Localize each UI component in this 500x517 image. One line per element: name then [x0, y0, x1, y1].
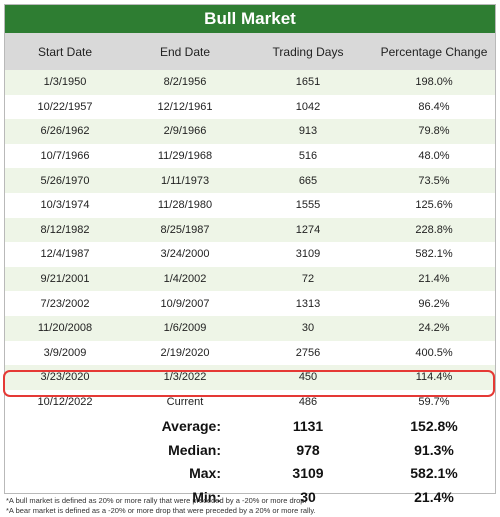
cell-percentage-change: 73.5% — [418, 174, 450, 187]
cell-trading-days: 665 — [298, 174, 318, 187]
cell-trading-days: 486 — [298, 396, 318, 409]
cell-trading-days: 1313 — [295, 297, 321, 310]
table-body: 1/3/1950 8/2/1956 1651 198.0% 10/22/1957… — [5, 70, 495, 415]
cell-start-date: 8/12/1982 — [40, 223, 90, 236]
cell-end-date: 10/9/2007 — [160, 297, 210, 310]
cell-percentage-change: 198.0% — [415, 76, 453, 89]
cell-trading-days: 1274 — [295, 223, 321, 236]
cell-start-date: 9/21/2001 — [40, 273, 90, 286]
summary-row-average: Average: 1131 152.8% — [5, 414, 495, 438]
summary-change: 91.3% — [414, 441, 454, 458]
cell-end-date: 8/2/1956 — [163, 76, 207, 89]
summary-label: Average: — [161, 418, 221, 435]
cell-percentage-change: 59.7% — [418, 396, 450, 409]
table-row: 6/26/1962 2/9/1966 913 79.8% — [5, 119, 495, 144]
cell-end-date: Current — [166, 396, 204, 409]
table-row-current: 10/12/2022 Current 486 59.7% — [5, 389, 495, 415]
cell-start-date: 11/20/2008 — [37, 322, 93, 335]
cell-end-date: 1/11/1973 — [160, 174, 210, 187]
header-trading-days: Trading Days — [272, 44, 344, 59]
cell-percentage-change: 24.2% — [418, 322, 450, 335]
table-row: 9/21/2001 1/4/2002 72 21.4% — [5, 266, 495, 292]
cell-start-date: 12/4/1987 — [40, 248, 90, 261]
cell-percentage-change: 79.8% — [418, 125, 450, 138]
cell-trading-days: 516 — [298, 150, 318, 163]
cell-start-date: 5/26/1970 — [40, 174, 90, 187]
summary-row-max: Max: 3109 582.1% — [5, 461, 495, 485]
cell-percentage-change: 48.0% — [418, 150, 450, 163]
table-row: 8/12/1982 8/25/1987 1274 228.8% — [5, 217, 495, 243]
cell-trading-days: 30 — [301, 322, 315, 335]
cell-trading-days: 3109 — [295, 248, 321, 261]
cell-trading-days: 1651 — [295, 76, 321, 89]
cell-percentage-change: 96.2% — [418, 297, 450, 310]
summary-days: 1131 — [292, 418, 324, 435]
table-row: 10/22/1957 12/12/1961 1042 86.4% — [5, 94, 495, 120]
cell-start-date: 10/3/1974 — [40, 199, 90, 212]
cell-end-date: 8/25/1987 — [160, 223, 210, 236]
cell-start-date: 1/3/1950 — [43, 76, 87, 89]
summary-days: 3109 — [292, 465, 324, 482]
cell-percentage-change: 114.4% — [415, 371, 453, 384]
cell-end-date: 2/9/1966 — [163, 125, 207, 138]
cell-trading-days: 1555 — [295, 199, 321, 212]
summary-label: Min: — [192, 488, 221, 505]
summary-block: Average: 1131 152.8% Median: 978 91.3% M… — [5, 414, 495, 508]
cell-end-date: 11/28/1980 — [157, 199, 213, 212]
cell-trading-days: 1042 — [295, 100, 321, 113]
summary-days: 30 — [300, 488, 316, 505]
cell-percentage-change: 228.8% — [415, 223, 453, 236]
table-row: 1/3/1950 8/2/1956 1651 198.0% — [5, 70, 495, 95]
header-percentage-change: Percentage Change — [380, 44, 488, 59]
table-row: 7/23/2002 10/9/2007 1313 96.2% — [5, 291, 495, 316]
cell-trading-days: 913 — [298, 125, 318, 138]
summary-label: Median: — [168, 441, 221, 458]
footnote-bull: *A bull market is defined as 20% or more… — [6, 496, 307, 505]
summary-change: 582.1% — [410, 465, 458, 482]
table-row: 11/20/2008 1/6/2009 30 24.2% — [5, 315, 495, 341]
bull-market-table: Bull Market Start Date End Date Trading … — [4, 4, 496, 505]
cell-start-date: 3/9/2009 — [43, 346, 87, 359]
cell-end-date: 1/6/2009 — [163, 322, 207, 335]
cell-end-date: 12/12/1961 — [157, 100, 213, 113]
table-header-row: Start Date End Date Trading Days Percent… — [5, 33, 495, 70]
header-end-date: End Date — [159, 44, 211, 59]
cell-percentage-change: 21.4% — [418, 273, 450, 286]
table-row: 10/7/1966 11/29/1968 516 48.0% — [5, 143, 495, 169]
cell-start-date: 10/12/2022 — [37, 396, 93, 409]
table-row: 3/23/2020 1/3/2022 450 114.4% — [5, 365, 495, 390]
table-row: 5/26/1970 1/11/1973 665 73.5% — [5, 168, 495, 193]
cell-start-date: 10/7/1966 — [40, 150, 90, 163]
table-row: 12/4/1987 3/24/2000 3109 582.1% — [5, 242, 495, 267]
cell-end-date: 1/4/2002 — [163, 273, 207, 286]
cell-start-date: 3/23/2020 — [40, 371, 90, 384]
table-title: Bull Market — [5, 5, 495, 33]
cell-trading-days: 450 — [298, 371, 318, 384]
cell-start-date: 10/22/1957 — [37, 100, 93, 113]
footnote-bear: *A bear market is defined as a -20% or m… — [6, 506, 316, 515]
cell-percentage-change: 400.5% — [415, 346, 453, 359]
cell-percentage-change: 125.6% — [415, 199, 453, 212]
cell-start-date: 6/26/1962 — [40, 125, 90, 138]
cell-end-date: 11/29/1968 — [157, 150, 213, 163]
summary-change: 21.4% — [414, 488, 454, 505]
cell-end-date: 2/19/2020 — [160, 346, 210, 359]
cell-percentage-change: 86.4% — [418, 100, 450, 113]
table-row: 3/9/2009 2/19/2020 2756 400.5% — [5, 340, 495, 366]
header-start-date: Start Date — [37, 44, 93, 59]
summary-row-median: Median: 978 91.3% — [5, 438, 495, 462]
cell-trading-days: 72 — [301, 273, 315, 286]
cell-end-date: 3/24/2000 — [160, 248, 210, 261]
summary-row-min: Min: 30 21.4% — [5, 485, 495, 509]
cell-end-date: 1/3/2022 — [163, 371, 207, 384]
table-row: 10/3/1974 11/28/1980 1555 125.6% — [5, 192, 495, 218]
summary-label: Max: — [189, 465, 221, 482]
cell-percentage-change: 582.1% — [415, 248, 453, 261]
summary-change: 152.8% — [410, 418, 458, 435]
summary-days: 978 — [296, 441, 320, 458]
footnotes: *A bull market is defined as 20% or more… — [6, 496, 316, 516]
cell-trading-days: 2756 — [295, 346, 321, 359]
cell-start-date: 7/23/2002 — [40, 297, 90, 310]
